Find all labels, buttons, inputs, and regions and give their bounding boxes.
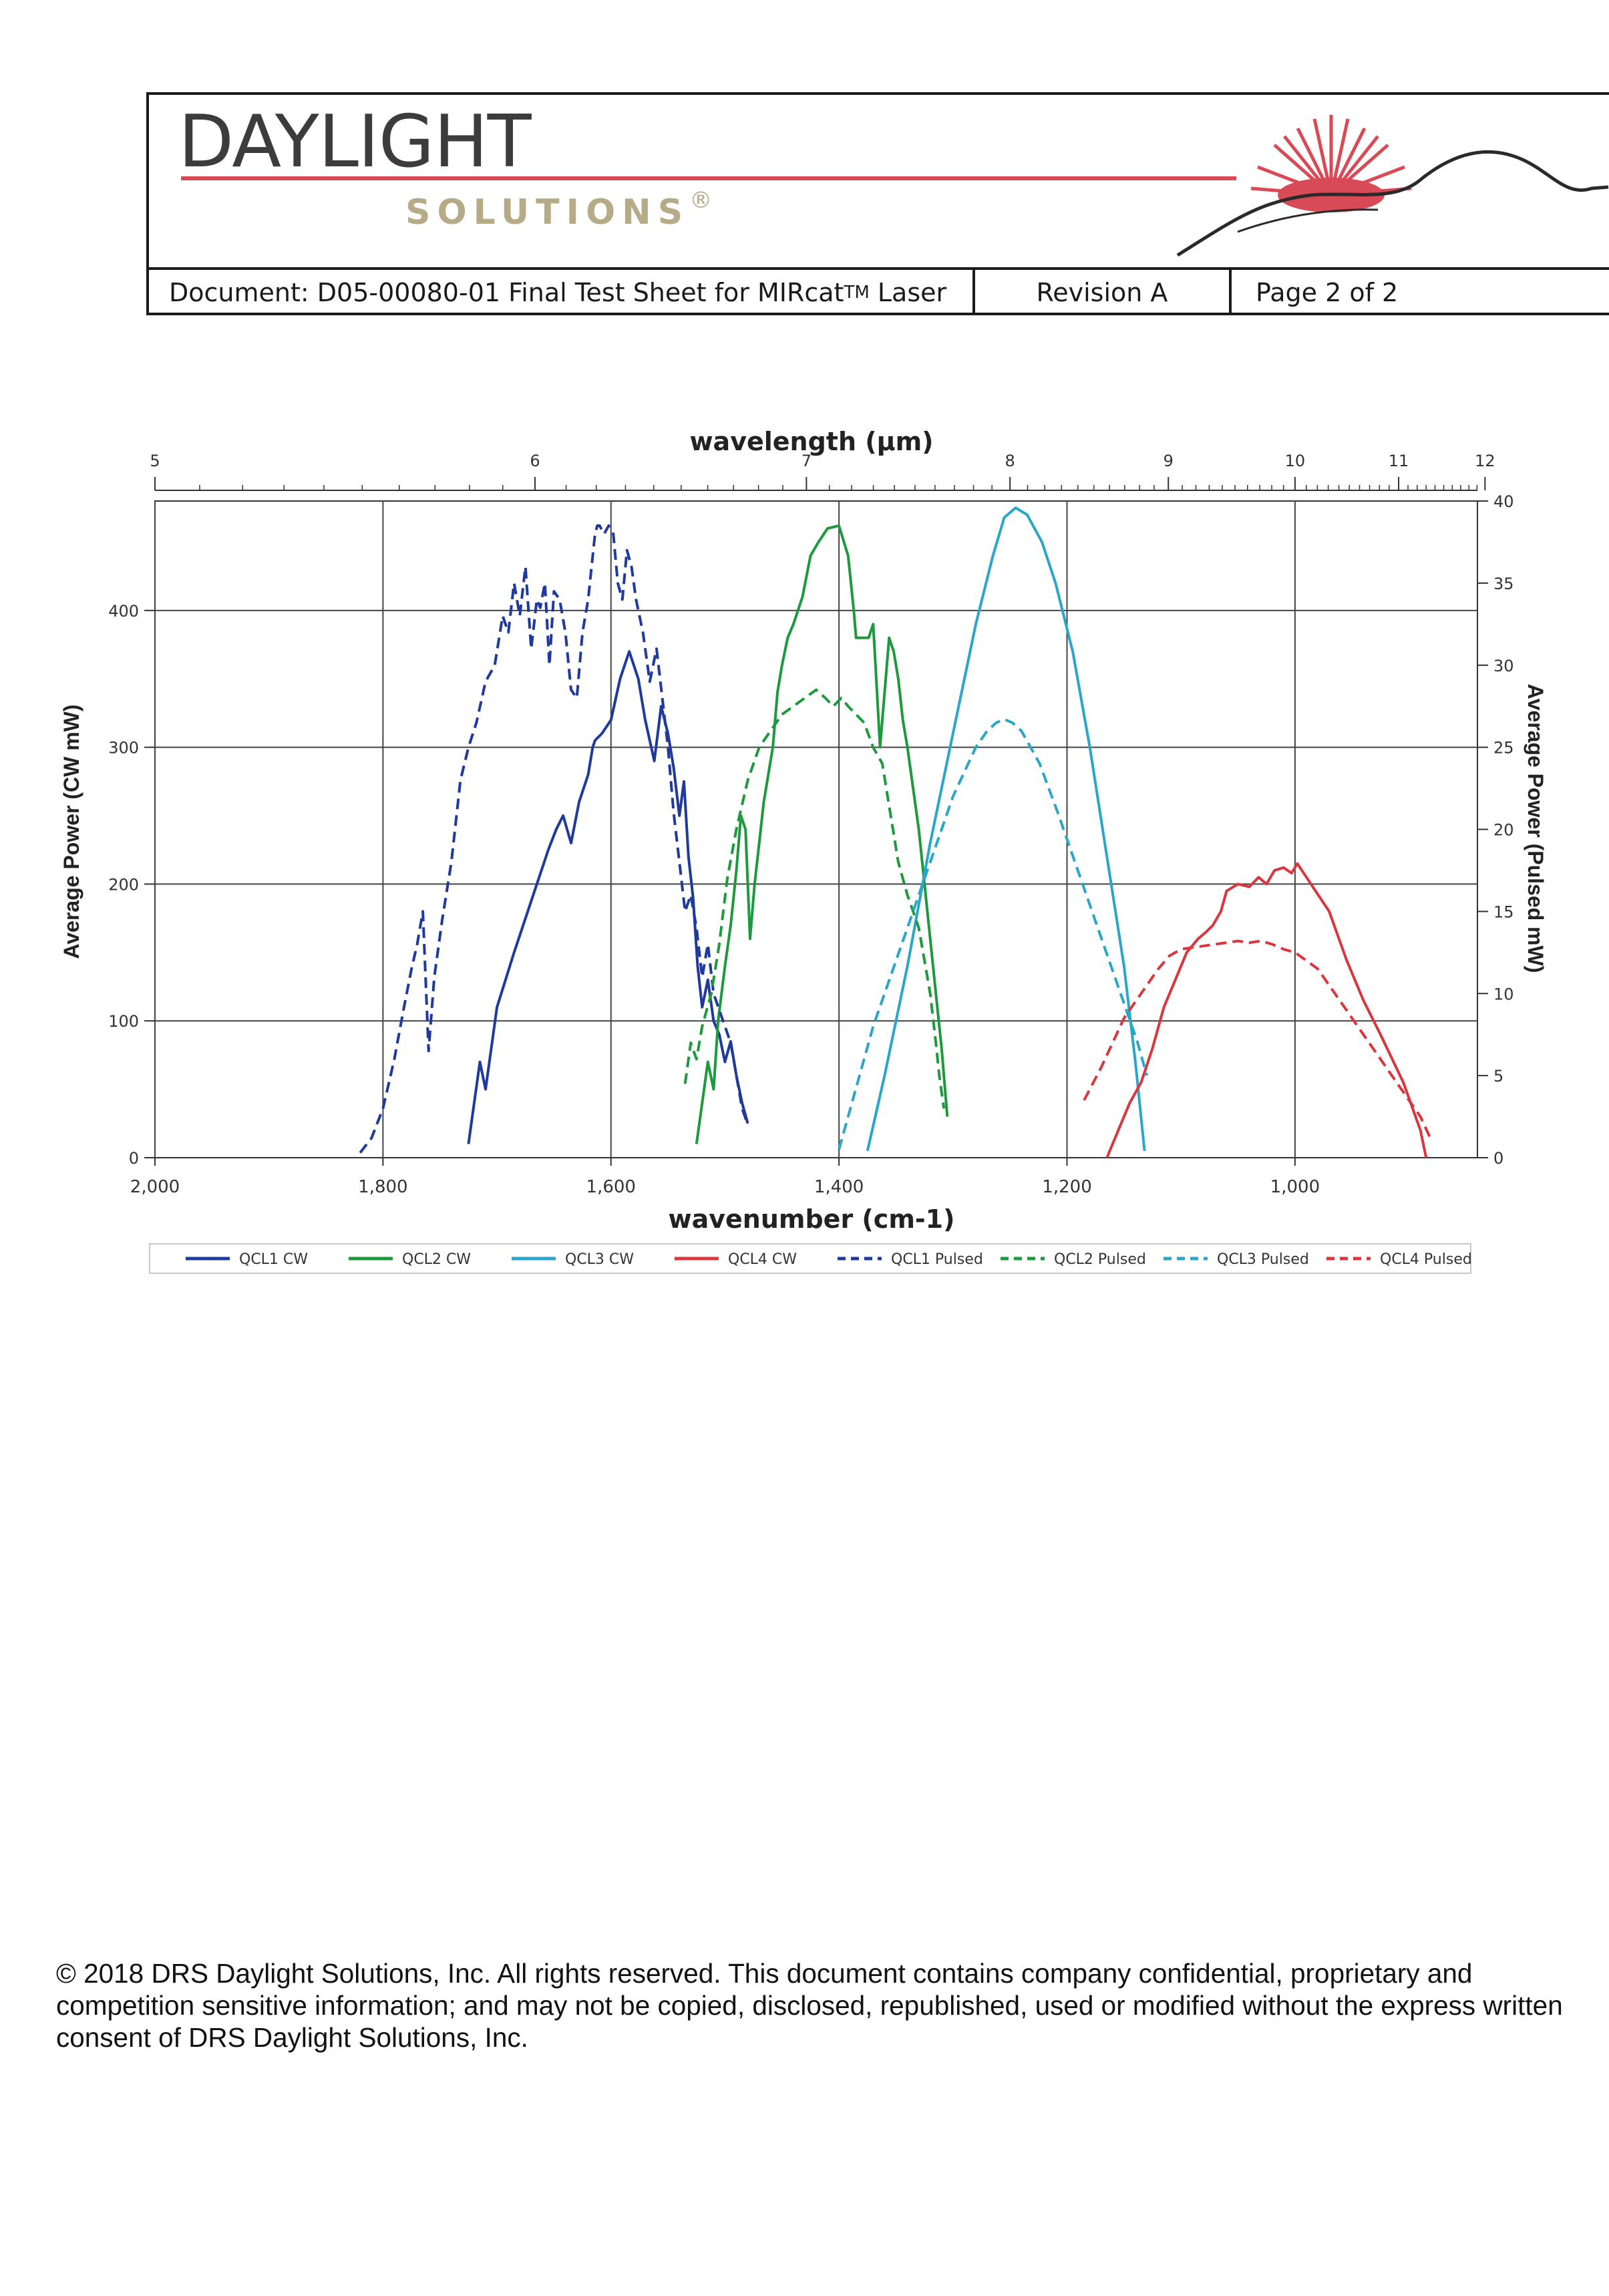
- series-qcl2-pulsed: [683, 688, 946, 1109]
- series-qcl1-cw: [467, 650, 749, 1144]
- plot-frame: [154, 500, 1478, 1158]
- copyright-footer: © 2018 DRS Daylight Solutions, Inc. All …: [56, 1958, 1563, 2053]
- trademark-mark: TM: [844, 283, 870, 303]
- series-lines: [359, 506, 1433, 1158]
- legend-label: QCL3 Pulsed: [1217, 1251, 1309, 1268]
- y2-tick-label: 25: [1493, 739, 1514, 758]
- y-axis-label: Average Power (CW mW): [59, 704, 83, 959]
- axes: 2,000 1,800 1,600 1,400 1,200 1,0000100200300…: [108, 452, 1513, 1197]
- power-chart: 2,000 1,800 1,600 1,400 1,200 1,0000100200300…: [59, 427, 1548, 1274]
- y-tick-label: 300: [108, 739, 139, 758]
- y2-tick-label: 0: [1493, 1149, 1503, 1168]
- grid-lines: [154, 501, 1477, 1158]
- top-axis-label: wavelength (µm): [689, 427, 933, 456]
- y2-tick-label: 10: [1493, 985, 1514, 1003]
- top-tick-label: 7: [801, 452, 812, 470]
- y2-tick-label: 35: [1493, 575, 1514, 593]
- series-qcl2-cw: [695, 524, 949, 1144]
- top-tick-label: 5: [150, 452, 160, 470]
- x-tick-label: 1,800: [358, 1177, 407, 1197]
- legend-label: QCL4 Pulsed: [1380, 1251, 1472, 1268]
- x-tick-label: 2,000: [130, 1177, 180, 1197]
- document-title-cell: Document: D05-00080-01 Final Test Sheet …: [149, 270, 975, 315]
- plot-area: 2,000 1,800 1,600 1,400 1,200 1,0000100200300…: [108, 452, 1513, 1197]
- company-subtitle-text: SOLUTIONS: [405, 192, 690, 232]
- legend-label: QCL1 CW: [239, 1251, 308, 1268]
- y2-tick-label: 40: [1493, 492, 1514, 511]
- y-tick-label: 0: [129, 1149, 139, 1168]
- revision-cell: Revision A: [975, 270, 1232, 315]
- x-tick-label: 1,200: [1042, 1177, 1091, 1197]
- legend-label: QCL3 CW: [565, 1251, 634, 1268]
- document-title: D05-00080-01 Final Test Sheet for MIRcat: [317, 278, 844, 307]
- sun-mountain-logo-icon: [1176, 115, 1609, 257]
- y2-tick-label: 30: [1493, 657, 1514, 675]
- company-subtitle: SOLUTIONS®: [405, 187, 712, 232]
- y2-tick-label: 20: [1493, 821, 1514, 840]
- y2-tick-label: 5: [1493, 1067, 1503, 1086]
- registered-mark: ®: [689, 187, 713, 214]
- y2-tick-label: 15: [1493, 903, 1514, 921]
- document-title-suffix: Laser: [877, 278, 947, 307]
- legend-label: QCL4 CW: [728, 1251, 797, 1268]
- x-axis-label: wavenumber (cm-1): [668, 1204, 954, 1234]
- top-tick-label: 9: [1164, 452, 1174, 470]
- series-qcl3-cw: [866, 506, 1146, 1152]
- series-qcl4-pulsed: [1083, 939, 1433, 1142]
- x-tick-label: 1,000: [1270, 1177, 1320, 1197]
- y2-axis-label: Average Power (Pulsed mW): [1524, 684, 1548, 973]
- top-tick-label: 8: [1005, 452, 1015, 470]
- x-tick-label: 1,600: [586, 1177, 636, 1197]
- legend: QCL1 CW QCL2 CW QCL3 CW QCL4 CW QCL1 Pulsed Q…: [149, 1243, 1472, 1274]
- top-tick-label: 12: [1475, 452, 1495, 470]
- y-tick-label: 200: [108, 875, 139, 894]
- legend-label: QCL2 CW: [402, 1251, 471, 1268]
- legend-items: QCL1 CW QCL2 CW QCL3 CW QCL4 CW QCL1 Pulsed Q…: [186, 1251, 1472, 1268]
- document-header: DAYLIGHT SOLUTIONS®: [146, 92, 1609, 315]
- logo-area: DAYLIGHT SOLUTIONS®: [149, 95, 1609, 267]
- top-tick-label: 11: [1389, 452, 1409, 470]
- legend-label: QCL2 Pulsed: [1054, 1251, 1146, 1268]
- legend-label: QCL1 Pulsed: [891, 1251, 983, 1268]
- y-tick-label: 100: [108, 1012, 139, 1031]
- company-name: DAYLIGHT: [178, 100, 532, 184]
- series-qcl3-pulsed: [838, 717, 1148, 1150]
- document-label: Document:: [169, 278, 309, 307]
- series-qcl4-cw: [1105, 862, 1428, 1158]
- y-tick-label: 400: [108, 602, 139, 621]
- document-info-row: Document: D05-00080-01 Final Test Sheet …: [149, 267, 1609, 315]
- x-tick-label: 1,400: [814, 1177, 864, 1197]
- series-qcl1-pulsed: [359, 524, 749, 1154]
- logo-red-rule: [181, 176, 1236, 180]
- top-tick-label: 10: [1285, 452, 1306, 470]
- page-number-cell: Page 2 of 2: [1256, 278, 1399, 307]
- top-tick-label: 6: [530, 452, 540, 470]
